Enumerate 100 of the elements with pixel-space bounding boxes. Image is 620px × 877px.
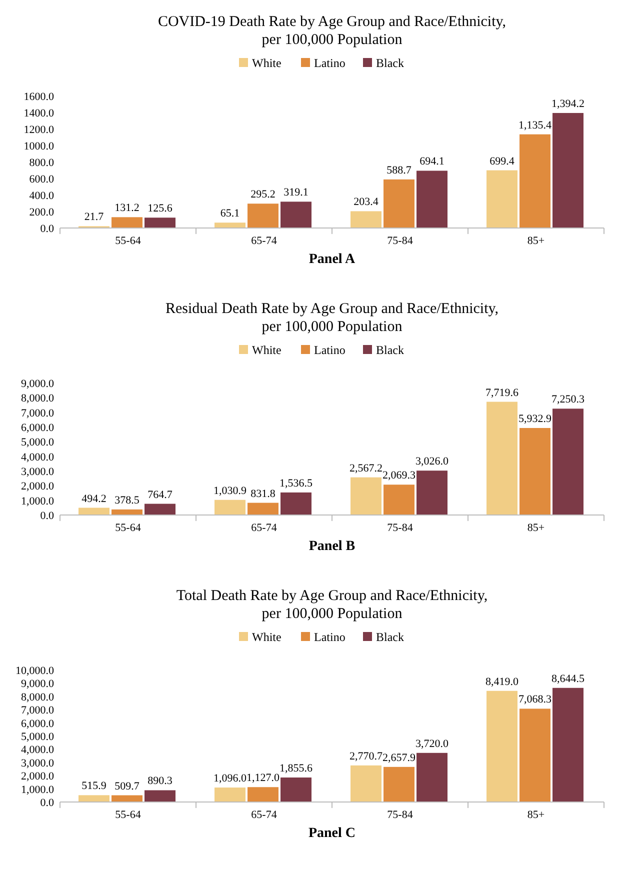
- x-tick-label: 55-64: [115, 522, 142, 534]
- x-tick-label: 65-74: [251, 809, 278, 821]
- y-tick-label: 0.0: [40, 510, 54, 522]
- bar: [214, 222, 246, 228]
- chart-title: COVID-19 Death Rate by Age Group and Race/Ethnicity, per 100,000 Population: [158, 14, 506, 48]
- data-label: 378.5: [114, 494, 140, 506]
- y-tick-label: 2,000.0: [21, 770, 54, 783]
- y-tick-label: 0.0: [40, 223, 54, 235]
- data-label: 764.7: [148, 488, 173, 501]
- data-label: 3,720.0: [416, 738, 449, 750]
- bar: [520, 134, 550, 228]
- y-tick-label: 6,000.0: [21, 422, 54, 434]
- legend-label: Latino: [314, 56, 346, 70]
- data-label: 588.7: [386, 164, 412, 176]
- bar: [552, 688, 584, 802]
- y-tick-label: 1200.0: [24, 124, 54, 136]
- data-label: 890.3: [148, 775, 173, 788]
- y-tick-label: 3,000.0: [21, 757, 54, 770]
- y-tick-label: 1,000.0: [21, 784, 54, 796]
- bar: [248, 787, 278, 802]
- y-tick-label: 1400.0: [24, 108, 54, 120]
- data-label: 319.1: [284, 186, 308, 199]
- data-label: 515.9: [82, 780, 107, 792]
- legend-label: Black: [376, 630, 404, 644]
- bar: [486, 170, 518, 228]
- x-axis-title: Panel B: [308, 539, 356, 554]
- y-tick-label: 1000.0: [24, 140, 54, 152]
- bar: [280, 202, 312, 228]
- y-tick-label: 9,000.0: [21, 678, 54, 690]
- y-tick-label: 10,000.0: [16, 665, 54, 677]
- bar: [350, 211, 382, 228]
- bar: [78, 795, 110, 802]
- data-label: 21.7: [84, 211, 104, 224]
- y-tick-label: 8,000.0: [21, 392, 54, 405]
- y-tick-label: 3,000.0: [21, 466, 54, 478]
- bar: [144, 790, 176, 802]
- y-tick-label: 800.0: [29, 157, 54, 169]
- y-tick-label: 0.0: [40, 797, 54, 809]
- bar: [416, 170, 448, 228]
- bar: [280, 492, 312, 515]
- bar: [520, 428, 550, 515]
- y-tick-label: 600.0: [29, 174, 54, 186]
- bar: [144, 504, 176, 515]
- bar: [486, 402, 518, 515]
- x-tick-label: 55-64: [115, 809, 142, 821]
- bar: [552, 408, 584, 515]
- data-label: 509.7: [114, 780, 140, 792]
- data-label: 494.2: [82, 492, 106, 505]
- data-label: 7,719.6: [486, 386, 519, 399]
- bar: [214, 500, 246, 515]
- data-label: 5,932.9: [518, 412, 552, 425]
- bar: [112, 217, 142, 228]
- bar: [350, 477, 382, 515]
- legend-label: Black: [376, 343, 404, 357]
- bar: [112, 509, 142, 515]
- bar: [280, 778, 312, 802]
- y-tick-label: 4,000.0: [21, 451, 54, 464]
- bar: [248, 204, 278, 228]
- x-axis-title: Panel A: [308, 252, 356, 267]
- bar: [486, 690, 518, 802]
- x-tick-label: 85+: [527, 522, 545, 534]
- data-label: 2,770.7: [350, 750, 383, 762]
- y-tick-label: 1,000.0: [21, 495, 54, 508]
- y-tick-label: 1600.0: [24, 91, 54, 103]
- bar: [552, 112, 584, 228]
- data-label: 831.8: [250, 488, 276, 500]
- y-tick-label: 4,000.0: [21, 744, 54, 756]
- legend-label: Latino: [314, 630, 346, 644]
- y-tick-label: 400.0: [29, 190, 54, 202]
- x-tick-label: 55-64: [115, 235, 142, 247]
- legend-label: Black: [376, 56, 404, 70]
- x-tick-label: 85+: [527, 235, 545, 247]
- data-label: 7,068.3: [518, 694, 552, 706]
- data-label: 65.1: [220, 208, 240, 220]
- y-tick-label: 7,000.0: [21, 704, 54, 717]
- bar: [78, 508, 110, 515]
- data-label: 8,644.5: [552, 672, 585, 685]
- y-tick-label: 5,000.0: [21, 436, 54, 449]
- data-label: 1,536.5: [280, 477, 313, 490]
- data-label: 203.4: [354, 196, 379, 208]
- x-tick-label: 75-84: [387, 809, 414, 821]
- x-tick-label: 65-74: [251, 522, 278, 534]
- x-axis-title: Panel C: [308, 826, 356, 841]
- bar: [520, 708, 550, 802]
- data-label: 7,250.3: [552, 394, 585, 406]
- data-label: 694.1: [420, 156, 444, 168]
- x-tick-label: 75-84: [387, 522, 414, 534]
- data-label: 1,855.6: [280, 762, 313, 775]
- y-tick-label: 2,000.0: [21, 480, 54, 493]
- chart-title: Total Death Rate by Age Group and Race/Ethnicity, per 100,000 Population: [176, 588, 488, 622]
- y-tick-label: 5,000.0: [21, 731, 54, 743]
- bar: [384, 179, 414, 228]
- data-label: 2,069.3: [382, 470, 416, 482]
- x-tick-label: 85+: [527, 809, 545, 821]
- x-tick-label: 65-74: [251, 235, 278, 247]
- bar: [144, 218, 176, 228]
- bar: [416, 752, 448, 802]
- data-label: 3,026.0: [416, 456, 449, 468]
- bar: [248, 502, 278, 515]
- data-label: 295.2: [250, 188, 276, 201]
